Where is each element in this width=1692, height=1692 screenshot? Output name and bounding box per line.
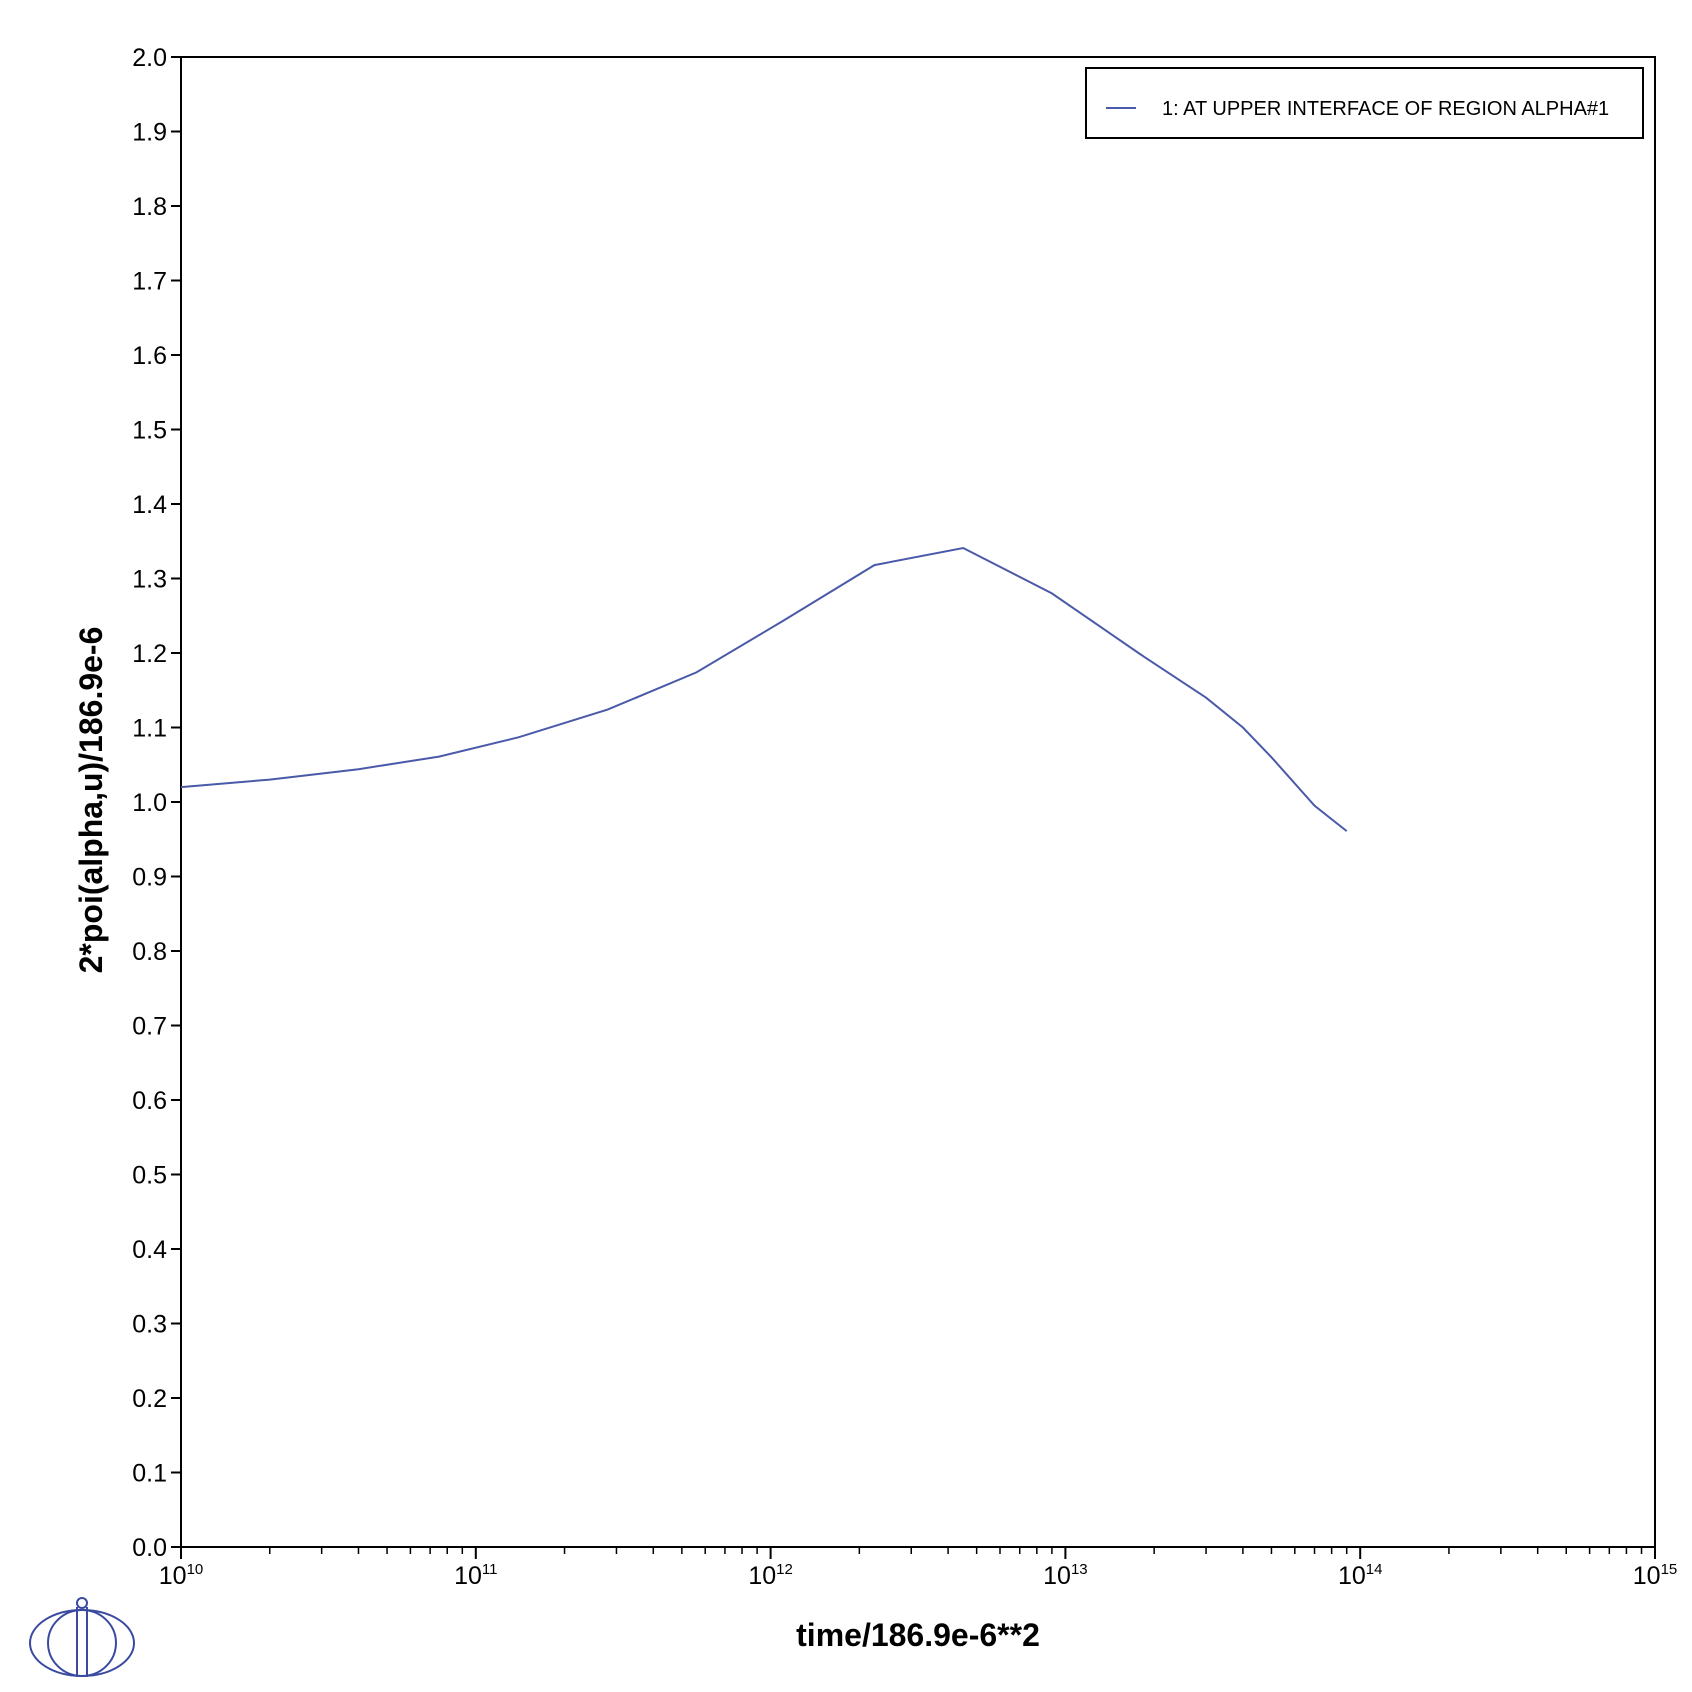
legend-label-series-1: 1: AT UPPER INTERFACE OF REGION ALPHA#1 — [1162, 98, 1609, 120]
y-tick-label-20: 2.0 — [132, 44, 167, 72]
y-tick-label-5: 0.5 — [132, 1162, 167, 1190]
x-tick-label-1: 1011 — [454, 1561, 497, 1590]
y-tick-label-15: 1.5 — [132, 417, 167, 445]
y-tick-label-6: 0.6 — [132, 1087, 167, 1115]
x-tick-label-0: 1010 — [159, 1561, 204, 1590]
y-tick-label-19: 1.9 — [132, 119, 167, 147]
y-tick-label-7: 0.7 — [132, 1013, 167, 1041]
y-tick-label-10: 1.0 — [132, 789, 167, 817]
y-axis: 0.0 0.1 0.2 0.3 0.4 0.5 0.6 0.7 0.8 0.9 1.0 1.1 1.2 1… — [132, 44, 181, 1562]
x-axis-title: time/186.9e-6**2 — [796, 1617, 1040, 1653]
y-tick-label-1: 0.1 — [132, 1460, 167, 1488]
y-tick-label-11: 1.1 — [132, 715, 167, 743]
series-layer — [180, 546, 1348, 832]
y-tick-label-17: 1.7 — [132, 268, 167, 296]
x-tick-label-2: 1012 — [748, 1561, 793, 1590]
y-tick-label-3: 0.3 — [132, 1311, 167, 1339]
y-tick-label-16: 1.6 — [132, 342, 167, 370]
y-tick-label-13: 1.3 — [132, 566, 167, 594]
y-tick-label-9: 0.9 — [132, 864, 167, 892]
y-tick-label-12: 1.2 — [132, 640, 167, 668]
y-tick-label-14: 1.4 — [132, 491, 167, 519]
x-tick-label-3: 1013 — [1043, 1561, 1088, 1590]
x-tick-label-5: 1015 — [1633, 1561, 1678, 1590]
y-tick-label-0: 0.0 — [132, 1534, 167, 1562]
y-axis-title: 2*poi(alpha,u)/186.9e-6 — [73, 627, 109, 974]
legend: 1: AT UPPER INTERFACE OF REGION ALPHA#1 — [1085, 67, 1644, 139]
y-tick-label-8: 0.8 — [132, 938, 167, 966]
y-tick-label-18: 1.8 — [132, 193, 167, 221]
series-line-1 — [180, 546, 1348, 832]
plot-frame — [180, 56, 1656, 1548]
y-tick-label-4: 0.4 — [132, 1236, 167, 1264]
x-axis: 1010 1011 1012 1013 1014 1015 — [159, 1547, 1678, 1590]
y-tick-label-2: 0.2 — [132, 1385, 167, 1413]
logo-mark — [29, 1597, 135, 1677]
x-tick-label-4: 1014 — [1338, 1561, 1383, 1590]
legend-box — [1085, 67, 1644, 139]
